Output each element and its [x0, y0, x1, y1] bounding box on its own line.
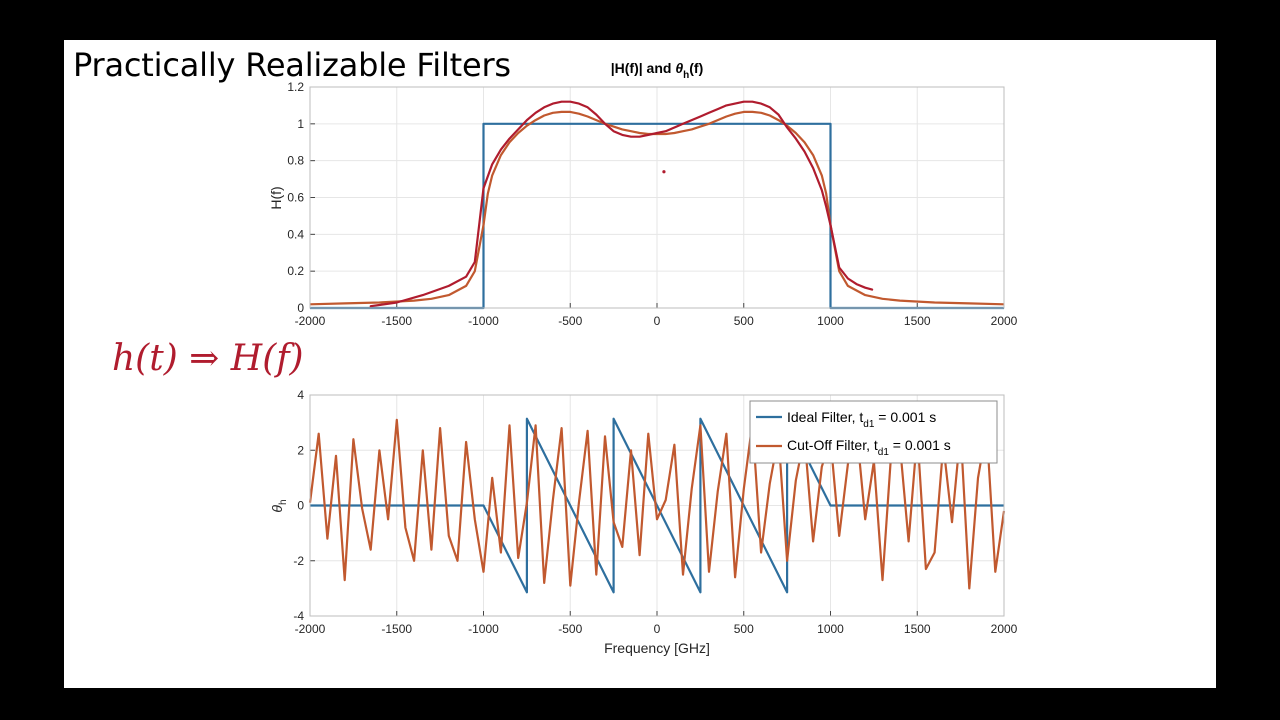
legend-box — [749, 400, 998, 464]
figure: -2000 -1500 -1000 -500 0 500 1000 1500 200000.20… — [112, 60, 1018, 656]
x-tick-label: 2000 — [991, 622, 1018, 636]
legend-ideal-end: = 0.001 s — [874, 409, 936, 425]
x-tick-label: -2000 — [295, 622, 326, 636]
y-tick-label: 1.2 — [287, 80, 304, 94]
title-sub: h — [683, 70, 689, 81]
x-tick-label: 500 — [734, 314, 754, 328]
x-tick-label: 0 — [654, 622, 661, 636]
phase-axes-box — [309, 394, 1005, 617]
y-tick-label: 0.8 — [287, 154, 304, 168]
slide-canvas: Practically Realizable Filters -2000 -150… — [64, 40, 1216, 688]
phase-ylabel: θh — [269, 499, 289, 512]
phase-xlabel: Frequency [GHz] — [604, 640, 710, 656]
title-part: |H(f)| and — [611, 60, 676, 76]
series-line-cutoff — [308, 418, 1006, 590]
legend-cutoff-sub: d1 — [878, 447, 890, 458]
x-tick-label: -500 — [558, 314, 582, 328]
title-end: (f) — [689, 60, 703, 76]
x-tick-label: -2000 — [295, 314, 326, 328]
slide-title: Practically Realizable Filters — [73, 46, 511, 84]
y-tick-label: 0.2 — [287, 264, 304, 278]
phase-legend: Ideal Filter, td1 = 0.001 s Cut-Off Filt… — [749, 400, 998, 464]
y-tick-label: 0.4 — [287, 227, 304, 241]
x-tick-label: -1500 — [381, 314, 412, 328]
x-tick-label: 1000 — [817, 622, 844, 636]
x-tick-label: 1500 — [904, 622, 931, 636]
y-tick-label: 0.6 — [287, 191, 304, 205]
title-theta: θ — [675, 60, 683, 76]
legend-cutoff-part: Cut-Off Filter, t — [787, 437, 878, 453]
ylabel-theta: θ — [269, 505, 285, 513]
x-tick-label: -500 — [558, 622, 582, 636]
legend-entry-cutoff: Cut-Off Filter, td1 = 0.001 s — [787, 437, 951, 458]
x-tick-label: 2000 — [991, 314, 1018, 328]
x-tick-label: -1000 — [468, 314, 499, 328]
x-tick-label: 1500 — [904, 314, 931, 328]
y-tick-label: -2 — [293, 554, 304, 568]
magnitude-ylabel: H(f) — [268, 186, 284, 209]
phase-plot: -2000 -1500 -1000 -500 0 500 1000 1500 2000 -4 -2 0… — [269, 388, 1018, 656]
y-tick-label: 1 — [297, 117, 304, 131]
x-tick-label: -1000 — [468, 622, 499, 636]
legend-entry-ideal: Ideal Filter, td1 = 0.001 s — [787, 409, 936, 430]
legend-ideal-part: Ideal Filter, t — [787, 409, 863, 425]
ink-dot — [662, 170, 666, 174]
magnitude-plot-title: |H(f)| and θh(f) — [611, 60, 704, 81]
legend-ideal-sub: d1 — [863, 419, 875, 430]
handdrawn-curve — [369, 100, 874, 308]
x-tick-label: -1500 — [381, 622, 412, 636]
handwritten-annotation: h(t) ⇒ H(f) — [112, 338, 304, 379]
x-tick-label: 0 — [654, 314, 661, 328]
x-tick-label: 1000 — [817, 314, 844, 328]
y-tick-label: 0 — [297, 499, 304, 513]
x-tick-label: 500 — [734, 622, 754, 636]
y-tick-label: -4 — [293, 609, 304, 623]
magnitude-axes-box — [309, 86, 1005, 309]
y-tick-label: 2 — [297, 443, 304, 457]
magnitude-plot: -2000 -1500 -1000 -500 0 500 1000 1500 2000 0 0.2 0… — [268, 60, 1018, 328]
y-tick-label: 0 — [297, 301, 304, 315]
legend-cutoff-end: = 0.001 s — [889, 437, 951, 453]
y-tick-label: 4 — [297, 388, 304, 402]
ylabel-sub: h — [278, 499, 289, 505]
